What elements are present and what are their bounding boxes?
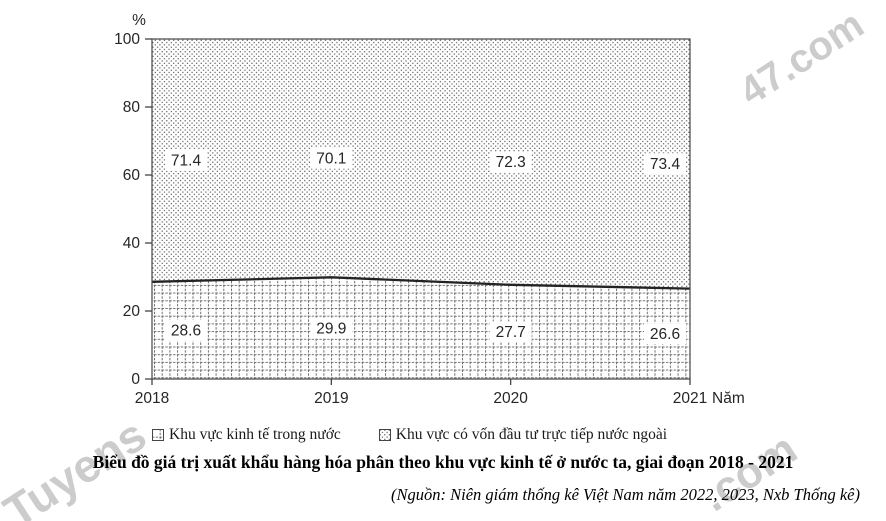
y-axis-unit-label: %	[132, 12, 146, 29]
data-label: 27.7	[496, 324, 526, 341]
series-boundary-line	[151, 276, 691, 290]
chart-title: Biểu đồ giá trị xuất khẩu hàng hóa phân …	[92, 452, 794, 472]
x-axis-tick-label: 2019	[314, 390, 348, 407]
data-label: 73.4	[650, 156, 681, 173]
data-label-box	[310, 317, 353, 339]
legend-label-domestic-sector: Khu vực kinh tế trong nước	[169, 426, 341, 443]
data-label: 70.1	[316, 150, 346, 167]
x-axis-suffix-label: Năm	[712, 390, 745, 407]
data-label-box	[644, 153, 686, 175]
y-axis-tick-label: 0	[131, 371, 140, 388]
legend-item-domestic-sector: Khu vực kinh tế trong nước	[152, 426, 341, 444]
x-axis-tick-label: 2020	[493, 390, 528, 407]
area-series-domestic	[152, 277, 690, 379]
x-axis-tick-label: 2021	[673, 390, 707, 407]
y-axis-tick-label: 80	[123, 99, 141, 116]
data-label: 28.6	[171, 323, 201, 340]
data-label: 71.4	[171, 153, 202, 170]
y-axis-tick-label: 20	[123, 303, 141, 320]
y-axis-tick-label: 40	[123, 235, 141, 252]
legend-item-fdi-sector: Khu vực có vốn đầu tư trực tiếp nước ngo…	[378, 426, 668, 444]
plot-labels: 0 20 40 60 80 100 2018 2019 2020 2021 28.6 29.9 27.7…	[114, 31, 707, 407]
data-label: 72.3	[496, 154, 526, 171]
plot-border	[151, 38, 691, 380]
data-label-box	[644, 323, 686, 345]
data-label-box	[165, 319, 207, 341]
dots-pattern-icon	[378, 429, 391, 441]
chart-legend: Khu vực kinh tế trong nước Khu vực có vố…	[152, 426, 667, 444]
data-label: 29.9	[316, 320, 346, 337]
x-axis-tick-label: 2018	[135, 390, 169, 407]
legend-label-fdi-sector: Khu vực có vốn đầu tư trực tiếp nước ngo…	[395, 426, 668, 443]
y-axis-tick-label: 60	[123, 167, 141, 184]
y-axis-tick-label: 100	[114, 31, 140, 48]
plot-areas	[151, 39, 691, 379]
plot-frame	[145, 38, 691, 385]
data-label-box	[310, 147, 353, 169]
data-label-box	[489, 321, 532, 343]
data-label: 26.6	[650, 326, 680, 343]
area-chart: 0 20 40 60 80 100 2018 2019 2020 2021 28.6 29.9 27.7…	[114, 12, 745, 407]
data-label-box	[489, 151, 532, 173]
grid-pattern-icon	[152, 429, 164, 441]
chart-source-note: (Nguồn: Niên giám thống kê Việt Nam năm …	[391, 485, 860, 504]
data-label-box	[165, 149, 207, 171]
